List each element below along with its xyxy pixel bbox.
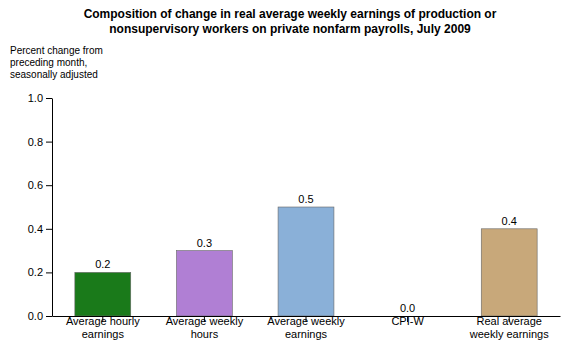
tick: 1.0	[28, 92, 52, 104]
text-line: weekly earnings	[469, 328, 549, 340]
tick: 0.2	[28, 266, 52, 278]
data-label: 0.3	[197, 237, 212, 249]
bar	[176, 251, 232, 316]
tick: 0.0	[28, 310, 52, 322]
tick: Average weeklyearnings	[267, 315, 345, 340]
tick-mark	[46, 185, 52, 186]
tick-label: 0.0	[28, 310, 43, 322]
data-label: 0.4	[502, 215, 517, 227]
tick-label: CPI-W	[391, 315, 424, 327]
tick-label: Average weeklyhours	[166, 315, 244, 340]
tick-mark	[46, 98, 52, 99]
text-line: hours	[191, 328, 219, 340]
tick: 0.6	[28, 179, 52, 191]
bar	[481, 229, 537, 316]
data-labels: 0.2 0.3 0.5 0.0 0.4	[95, 193, 517, 314]
tick: 0.4	[28, 223, 52, 235]
text-line: Percent change from	[10, 45, 103, 56]
tick-label: Average weeklyearnings	[267, 315, 345, 340]
text-line: CPI-W	[391, 315, 424, 327]
x-axis: Average hourlyearningsAverage weeklyhour…	[53, 315, 561, 340]
y-axis-label: Percent change frompreceding month,seaso…	[10, 45, 103, 80]
tick: Average hourlyearnings	[66, 315, 140, 340]
text-line: earnings	[285, 328, 328, 340]
tick-label: Average hourlyearnings	[66, 315, 140, 340]
text-line: Average weekly	[166, 315, 244, 327]
tick: Real averageweekly earnings	[469, 315, 549, 340]
tick-mark	[46, 316, 52, 317]
text-line: earnings	[82, 328, 125, 340]
text-line: Real average	[476, 315, 541, 327]
tick: CPI-W	[391, 315, 424, 327]
tick-mark	[46, 272, 52, 273]
tick-label: 0.6	[28, 179, 43, 191]
tick-label: 0.4	[28, 223, 43, 235]
data-label: 0.0	[400, 302, 415, 314]
tick-label: Real averageweekly earnings	[469, 315, 549, 340]
chart: Composition of change in real average we…	[0, 0, 580, 360]
bar	[75, 272, 131, 316]
tick-mark	[46, 142, 52, 143]
text-line: seasonally adjusted	[10, 69, 98, 80]
axis-line	[52, 99, 53, 317]
data-label: 0.2	[95, 258, 110, 270]
text-line: Composition of change in real average we…	[84, 7, 497, 21]
tick-label: 0.2	[28, 266, 43, 278]
tick: Average weeklyhours	[166, 315, 244, 340]
bar	[278, 207, 334, 316]
y-axis: 0.0 0.2 0.4 0.6 0.8 1.0	[28, 92, 53, 322]
tick-label: 1.0	[28, 92, 43, 104]
text-line: Average hourly	[66, 315, 140, 327]
tick: 0.8	[28, 136, 52, 148]
plot: 0.00.20.40.60.81.0Average hourlyearnings…	[28, 92, 561, 340]
text-line: nonsupervisory workers on private nonfar…	[109, 22, 471, 36]
bars	[75, 207, 537, 316]
text-line: Average weekly	[267, 315, 345, 327]
tick-label: 0.8	[28, 136, 43, 148]
text-line: preceding month,	[10, 57, 87, 68]
tick-mark	[46, 229, 52, 230]
data-label: 0.5	[298, 193, 313, 205]
title: Composition of change in real average we…	[84, 7, 497, 36]
